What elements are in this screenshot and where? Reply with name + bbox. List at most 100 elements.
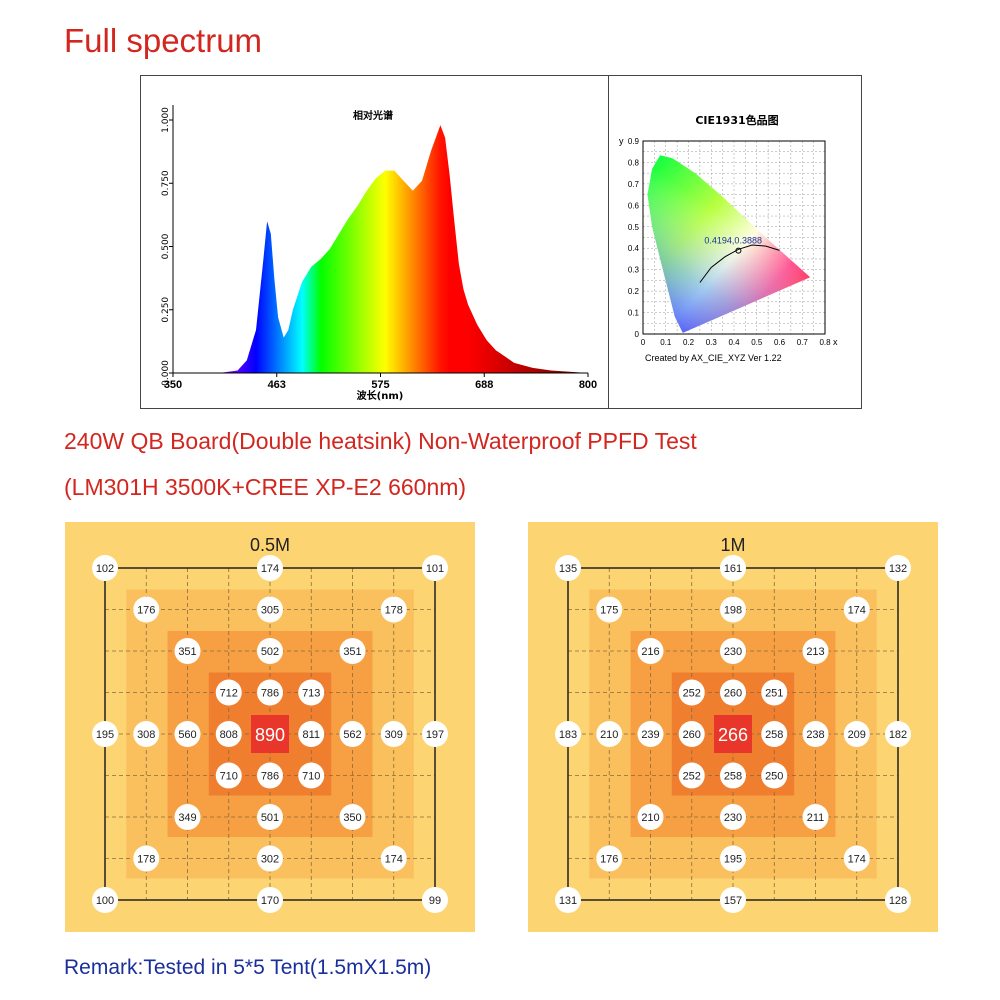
map-1m-point-marker: [720, 762, 746, 789]
map-05m-point-marker: [298, 762, 325, 789]
map-05m-point-marker: [339, 638, 366, 664]
map-1m-point-value: 161: [724, 563, 742, 575]
cie-chart: CIE1931色品图 0.4194,0.3888 0 0.1 0.2 0.3 0.4 0.5 0…: [619, 113, 838, 363]
map-1m-point-value: 128: [889, 895, 907, 907]
cie-x-label: x: [833, 337, 838, 347]
spectrum-x-tick-label: 463: [268, 379, 286, 391]
map-1m-point-marker: [678, 762, 705, 789]
map-1m-point-marker: [885, 555, 911, 581]
map-1m-point-marker: [596, 721, 623, 747]
map-05m-point-value: 712: [220, 688, 238, 700]
map-1m-point-value: 195: [724, 854, 742, 866]
cie-x-tick-label: 0.8: [819, 338, 831, 347]
map-05m-point-marker: [257, 555, 283, 581]
cie-y-tick-label: 0.3: [628, 266, 640, 275]
map-1m-point-marker: [596, 596, 623, 623]
map-1m-point-value: 230: [724, 812, 742, 824]
cie-y-tick-label: 0.6: [628, 201, 640, 210]
map-1m-point-marker: [555, 887, 581, 913]
cie-y-tick-label: 0.2: [628, 287, 640, 296]
map-1m-point-value: 260: [724, 688, 742, 700]
map-1m-point-marker: [802, 804, 829, 830]
cie-y-label: y: [619, 136, 624, 146]
map-05m-point-value: 710: [220, 771, 238, 783]
map-05m-point-marker: [92, 555, 118, 581]
map-05m-point-value: 178: [137, 854, 155, 866]
map-1m-point-marker: [555, 721, 581, 747]
map-1m-point-marker: [720, 555, 746, 581]
spectrum-x-tick-label: 575: [371, 379, 389, 391]
spectrum-x-tick-label: 688: [475, 379, 493, 391]
ppfd-map-1m-svg: 1M 266 135 161 132 175 198 174 216 230 213 252 260 25…: [555, 535, 911, 913]
map-05m-point-marker: [215, 762, 242, 789]
map-1m-point-marker: [761, 721, 788, 747]
remark-note: Remark:Tested in 5*5 Tent(1.5mX1.5m): [64, 956, 432, 979]
cie-y-tick-label: 0: [635, 330, 640, 339]
map-05m-point-value: 102: [96, 563, 114, 575]
map-05m-point-value: 101: [426, 563, 444, 575]
map-05m-point-marker: [215, 679, 242, 706]
map-1m-point-value: 258: [724, 771, 742, 783]
cie-x-tick-label: 0.6: [774, 338, 786, 347]
map-1m-point-value: 213: [806, 646, 824, 658]
map-05m-point-value: 710: [302, 771, 320, 783]
cie-x-tick-label: 0.3: [706, 338, 718, 347]
map-1m-point-value: 175: [600, 605, 618, 617]
map-05m-point-marker: [422, 887, 448, 913]
cie-y-tick-label: 0.7: [628, 180, 640, 189]
map-05m-point-value: 178: [385, 605, 403, 617]
map-05m-point-value: 351: [178, 646, 196, 658]
map-05m-point-marker: [257, 596, 283, 623]
map-1m-point-marker: [720, 596, 746, 623]
spectrum-y-tick-label: 0.000: [161, 360, 171, 386]
map-1m-point-marker: [637, 638, 664, 664]
map-1m-point-marker: [637, 721, 664, 747]
spectrum-area: [173, 125, 588, 373]
map-1m-point-value: 209: [848, 729, 866, 741]
cie-x-tick-label: 0.4: [728, 338, 740, 347]
map-05m-point-value: 351: [343, 646, 361, 658]
map-05m-point-marker: [92, 721, 118, 747]
map-05m-point-value: 811: [302, 729, 320, 741]
map-05m-point-value: 176: [137, 605, 155, 617]
map-05m-point-marker: [380, 596, 407, 623]
map-05m-point-value: 100: [96, 895, 114, 907]
map-1m-center-value: 266: [718, 725, 748, 745]
cie-plot-frame: [642, 140, 826, 335]
spectrum-y-tick-label: 0.500: [161, 233, 171, 259]
map-1m-point-value: 251: [765, 688, 783, 700]
map-1m-point-marker: [843, 596, 870, 623]
map-05m-point-value: 502: [261, 646, 279, 658]
map-1m-point-marker: [843, 721, 870, 747]
test-led-spec: (LM301H 3500K+CREE XP-E2 660nm): [64, 474, 467, 500]
map-1m-point-value: 174: [848, 605, 866, 617]
map-1m-point-marker: [761, 762, 788, 789]
map-1m-point-value: 210: [641, 812, 659, 824]
map-05m-point-value: 170: [261, 895, 279, 907]
map-1m-point-value: 260: [683, 729, 701, 741]
cie-y-tick-label: 0.4: [628, 244, 640, 253]
map-1m-point-marker: [885, 887, 911, 913]
ppfd-map-0-5m-svg: 0.5M 890 102 174 101 176 305 178 351 502 351 712 786…: [92, 535, 448, 913]
map-1m-point-marker: [720, 845, 746, 872]
ppfd-map-1m: 1M 266 135 161 132 175 198 174 216 230 213 252 260 25…: [528, 522, 938, 932]
map-1m-point-value: 135: [559, 563, 577, 575]
cie-planck-curve: [699, 244, 780, 283]
map-1m-point-marker: [802, 638, 829, 664]
map-1m-point-marker: [637, 804, 664, 830]
spectrum-title: 相对光谱: [353, 109, 393, 122]
map-05m-point-value: 560: [178, 729, 196, 741]
map-05m-point-marker: [133, 721, 160, 747]
cie-y-tick-label: 0.9: [628, 137, 640, 146]
map-1m-point-marker: [720, 887, 746, 913]
map-05m-point-marker: [298, 679, 325, 706]
map-1m-point-value: 210: [600, 729, 618, 741]
spectrum-x-tick-label: 350: [164, 379, 182, 391]
map-1m-title: 1M: [720, 535, 745, 555]
map-05m-center-value: 890: [255, 725, 285, 745]
cie-footer: Created by AX_CIE_XYZ Ver 1.22: [645, 353, 782, 363]
map-1m-point-value: 198: [724, 605, 742, 617]
map-1m-point-marker: [678, 679, 705, 706]
map-1m-point-value: 230: [724, 646, 742, 658]
map-05m-point-value: 562: [343, 729, 361, 741]
